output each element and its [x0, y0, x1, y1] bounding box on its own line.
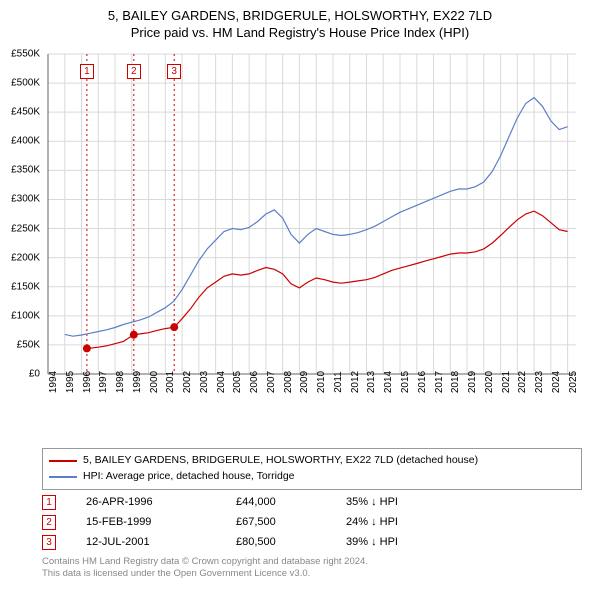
- y-tick-label: £100K: [0, 310, 40, 321]
- sales-table: 1 26-APR-1996£44,00035% ↓ HPI 2 15-FEB-1999…: [42, 492, 582, 552]
- legend-swatch: [49, 476, 77, 478]
- y-tick-label: £150K: [0, 281, 40, 292]
- y-tick-label: £300K: [0, 194, 40, 205]
- x-tick-label: 1996: [82, 371, 93, 393]
- x-tick-label: 2005: [232, 371, 243, 393]
- x-tick-label: 1998: [115, 371, 126, 393]
- y-tick-label: £200K: [0, 252, 40, 263]
- sales-row-delta: 35% ↓ HPI: [346, 496, 456, 508]
- x-tick-label: 2004: [216, 371, 227, 393]
- x-tick-label: 1994: [48, 371, 59, 393]
- chart-container: 5, BAILEY GARDENS, BRIDGERULE, HOLSWORTH…: [0, 0, 600, 590]
- x-tick-label: 2019: [467, 371, 478, 393]
- chart-area: £0£50K£100K£150K£200K£250K£300K£350K£400…: [42, 50, 582, 410]
- x-tick-label: 2014: [383, 371, 394, 393]
- x-tick-label: 2002: [182, 371, 193, 393]
- x-tick-label: 1997: [98, 371, 109, 393]
- x-tick-label: 2024: [551, 371, 562, 393]
- sale-point: [130, 331, 138, 339]
- x-tick-label: 2015: [400, 371, 411, 393]
- legend-label: HPI: Average price, detached house, Torr…: [83, 469, 295, 485]
- sale-point: [170, 323, 178, 331]
- legend-swatch: [49, 460, 77, 462]
- y-tick-label: £450K: [0, 107, 40, 118]
- x-tick-label: 1999: [132, 371, 143, 393]
- sale-point: [83, 344, 91, 352]
- sales-row-price: £44,000: [236, 496, 346, 508]
- footer-line2: This data is licensed under the Open Gov…: [42, 568, 368, 580]
- x-tick-label: 2020: [484, 371, 495, 393]
- x-tick-label: 2016: [417, 371, 428, 393]
- footer-attribution: Contains HM Land Registry data © Crown c…: [42, 556, 368, 580]
- legend-row: 5, BAILEY GARDENS, BRIDGERULE, HOLSWORTH…: [49, 453, 575, 469]
- x-tick-label: 2007: [266, 371, 277, 393]
- sales-row-delta: 39% ↓ HPI: [346, 536, 456, 548]
- y-tick-label: £400K: [0, 136, 40, 147]
- x-tick-label: 2008: [283, 371, 294, 393]
- y-tick-label: £0: [0, 369, 40, 380]
- sales-row-date: 26-APR-1996: [86, 496, 236, 508]
- x-tick-label: 2011: [333, 371, 344, 393]
- sales-row: 2 15-FEB-1999£67,50024% ↓ HPI: [42, 512, 582, 532]
- sales-row-date: 12-JUL-2001: [86, 536, 236, 548]
- x-tick-label: 2001: [165, 371, 176, 393]
- legend-row: HPI: Average price, detached house, Torr…: [49, 469, 575, 485]
- y-tick-label: £500K: [0, 78, 40, 89]
- y-tick-label: £50K: [0, 339, 40, 350]
- x-tick-label: 2021: [501, 371, 512, 393]
- sales-row: 3 12-JUL-2001£80,50039% ↓ HPI: [42, 532, 582, 552]
- x-tick-label: 2025: [568, 371, 579, 393]
- x-tick-label: 2009: [299, 371, 310, 393]
- title-address: 5, BAILEY GARDENS, BRIDGERULE, HOLSWORTH…: [0, 8, 600, 25]
- property-line: [87, 211, 568, 348]
- sales-row-delta: 24% ↓ HPI: [346, 516, 456, 528]
- x-tick-label: 2023: [534, 371, 545, 393]
- sales-row-badge: 3: [42, 535, 56, 550]
- sales-row-price: £80,500: [236, 536, 346, 548]
- x-tick-label: 2003: [199, 371, 210, 393]
- y-tick-label: £350K: [0, 165, 40, 176]
- sales-row-badge: 1: [42, 495, 56, 510]
- x-tick-label: 2006: [249, 371, 260, 393]
- x-tick-label: 2012: [350, 371, 361, 393]
- sales-row: 1 26-APR-1996£44,00035% ↓ HPI: [42, 492, 582, 512]
- chart-svg: [42, 50, 582, 410]
- legend-label: 5, BAILEY GARDENS, BRIDGERULE, HOLSWORTH…: [83, 453, 478, 469]
- sales-row-date: 15-FEB-1999: [86, 516, 236, 528]
- x-tick-label: 2018: [450, 371, 461, 393]
- x-tick-label: 2013: [366, 371, 377, 393]
- y-tick-label: £550K: [0, 49, 40, 60]
- sales-row-price: £67,500: [236, 516, 346, 528]
- title-block: 5, BAILEY GARDENS, BRIDGERULE, HOLSWORTH…: [0, 0, 600, 42]
- footer-line1: Contains HM Land Registry data © Crown c…: [42, 556, 368, 568]
- y-tick-label: £250K: [0, 223, 40, 234]
- sale-marker-badge: 2: [127, 64, 141, 79]
- x-tick-label: 1995: [65, 371, 76, 393]
- x-tick-label: 2022: [517, 371, 528, 393]
- x-tick-label: 2017: [434, 371, 445, 393]
- x-tick-label: 2010: [316, 371, 327, 393]
- x-tick-label: 2000: [149, 371, 160, 393]
- sales-row-badge: 2: [42, 515, 56, 530]
- legend-box: 5, BAILEY GARDENS, BRIDGERULE, HOLSWORTH…: [42, 448, 582, 490]
- title-subtitle: Price paid vs. HM Land Registry's House …: [0, 25, 600, 42]
- sale-marker-badge: 3: [167, 64, 181, 79]
- sale-marker-badge: 1: [80, 64, 94, 79]
